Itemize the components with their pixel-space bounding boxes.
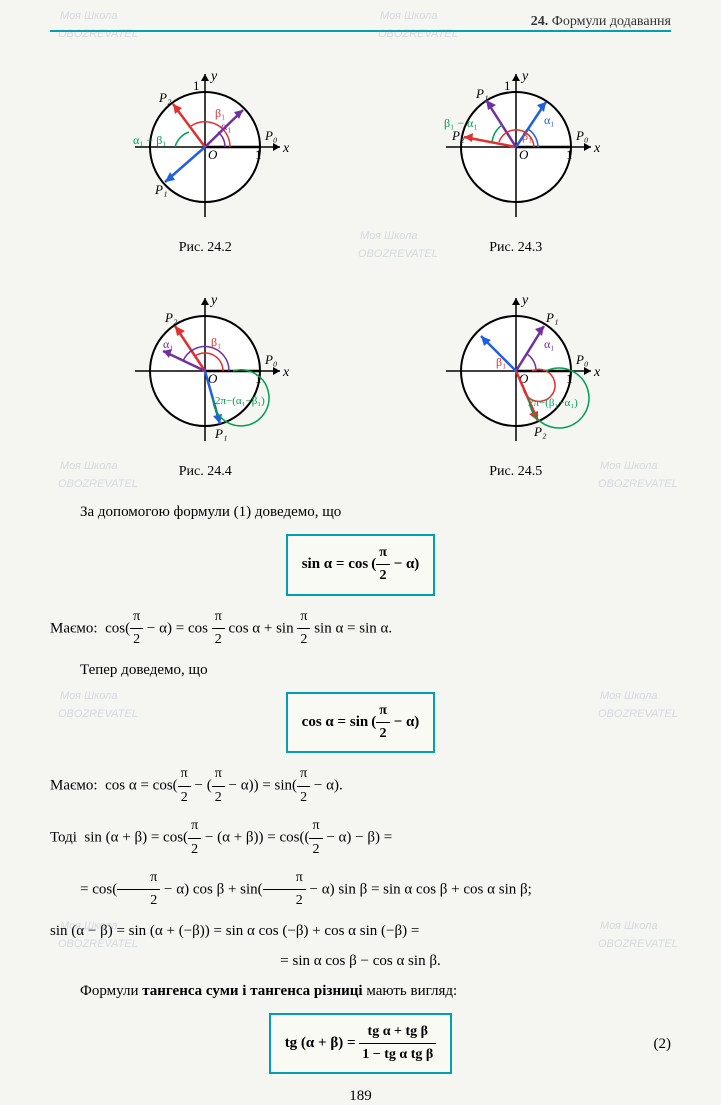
svg-text:x: x — [282, 365, 290, 380]
svg-text:α₁: α₁ — [163, 337, 173, 351]
svg-text:β₁: β₁ — [215, 106, 225, 120]
svg-text:y: y — [209, 69, 218, 84]
svg-text:P₂: P₂ — [158, 90, 172, 105]
derivation-4: = cos(π2 − α) cos β + sin(π2 − α) sin β … — [50, 867, 671, 913]
watermark: Моя Школа — [60, 10, 118, 22]
svg-text:y: y — [520, 293, 529, 308]
svg-text:P₀: P₀ — [264, 128, 277, 143]
derivation-1: Маємо: cos(π2 − α) = cos π2 cos α + sin … — [50, 606, 671, 652]
svg-text:P₂: P₂ — [164, 310, 178, 325]
section-header: 24. Формули додавання — [50, 30, 671, 32]
svg-text:x: x — [282, 141, 290, 156]
figure-caption: Рис. 24.4 — [115, 464, 295, 480]
svg-text:P₀: P₀ — [264, 352, 277, 367]
figure-caption: Рис. 24.2 — [115, 240, 295, 256]
section-title: 24. Формули додавання — [521, 14, 671, 30]
svg-text:y: y — [209, 293, 218, 308]
svg-text:P₁: P₁ — [545, 310, 558, 325]
text-line-3: Тепер доведемо, що — [50, 658, 671, 682]
svg-text:1: 1 — [255, 147, 262, 162]
derivation-2: Маємо: cos α = cos(π2 − (π2 − α)) = sin(… — [50, 763, 671, 809]
figure-caption: Рис. 24.3 — [426, 240, 606, 256]
svg-text:O: O — [208, 147, 218, 162]
derivation-5: sin (α − β) = sin (α + (−β)) = sin α cos… — [50, 919, 671, 943]
text-line-1: За допомогою формули (1) доведемо, що — [50, 500, 671, 524]
section-number: 24. — [531, 14, 549, 29]
tangent-intro: Формули тангенса суми і тангенса різниці… — [50, 979, 671, 1003]
svg-text:β₁: β₁ — [522, 129, 532, 143]
svg-text:P₂: P₂ — [533, 424, 547, 439]
figure-caption: Рис. 24.5 — [426, 464, 606, 480]
formula-tangent: tg (α + β) = tg α + tg β1 − tg α tg β (2… — [50, 1013, 671, 1075]
svg-text:O: O — [519, 147, 529, 162]
svg-text:α₁ − β₁: α₁ − β₁ — [133, 133, 167, 147]
svg-text:1: 1 — [193, 78, 200, 93]
svg-text:P₁: P₁ — [154, 182, 167, 197]
svg-text:2π−(β₁−α₁): 2π−(β₁−α₁) — [528, 397, 578, 409]
svg-text:2π−(α₁−β₁): 2π−(α₁−β₁) — [215, 395, 265, 407]
figures-row-1: x y O 1 1 P₀ P₂ P₁ α₁ β₁ α₁ − β₁ Рис. 24 — [50, 62, 671, 256]
boxed-formula: sin α = cos (π2 − α) — [286, 534, 436, 596]
unit-circle-diagram: x y O 1 1 P₀ P₂ P₁ α₁ β₁ α₁ − β₁ — [115, 62, 295, 232]
figures-row-2: x y O 1 P₀ P₂ P₁ α₁ β₁ 2π−(α₁−β₁) Рис. 2… — [50, 286, 671, 480]
svg-text:y: y — [520, 69, 529, 84]
svg-text:P₁: P₁ — [214, 426, 227, 441]
svg-text:P₂: P₂ — [451, 128, 465, 143]
svg-text:P₀: P₀ — [575, 128, 588, 143]
boxed-formula: cos α = sin (π2 − α) — [286, 692, 436, 754]
equation-number: (2) — [654, 1032, 672, 1056]
svg-text:α₁: α₁ — [544, 113, 554, 127]
figure-24-3: x y O 1 1 P₀ P₁ P₂ α₁ β₁ β₁ − α₁ Рис. 24… — [426, 62, 606, 256]
watermark: Моя Школа — [380, 10, 438, 22]
svg-text:1: 1 — [566, 147, 573, 162]
figure-24-4: x y O 1 P₀ P₂ P₁ α₁ β₁ 2π−(α₁−β₁) Рис. 2… — [115, 286, 295, 480]
svg-text:1: 1 — [566, 371, 573, 386]
svg-text:β₁ − α₁: β₁ − α₁ — [444, 116, 478, 130]
derivation-3: Тоді sin (α + β) = cos(π2 − (α + β)) = c… — [50, 815, 671, 861]
svg-text:β₁: β₁ — [211, 335, 221, 349]
formula-2: cos α = sin (π2 − α) — [50, 692, 671, 754]
section-title-text: Формули додавання — [552, 14, 671, 29]
svg-text:α₁: α₁ — [544, 337, 554, 351]
body-text: За допомогою формули (1) доведемо, що si… — [50, 500, 671, 1074]
svg-text:α₁: α₁ — [221, 119, 231, 133]
svg-text:P₀: P₀ — [575, 352, 588, 367]
unit-circle-diagram: x y O 1 P₀ P₁ P₂ α₁ β₁ 2π−(β₁−α₁) — [426, 286, 606, 456]
svg-text:β₁: β₁ — [496, 355, 506, 369]
svg-text:1: 1 — [504, 78, 511, 93]
unit-circle-diagram: x y O 1 1 P₀ P₁ P₂ α₁ β₁ β₁ − α₁ — [426, 62, 606, 232]
page-number: 189 — [50, 1088, 671, 1105]
svg-text:x: x — [593, 365, 601, 380]
boxed-formula: tg (α + β) = tg α + tg β1 − tg α tg β — [269, 1013, 453, 1075]
formula-1: sin α = cos (π2 − α) — [50, 534, 671, 596]
figure-24-2: x y O 1 1 P₀ P₂ P₁ α₁ β₁ α₁ − β₁ Рис. 24 — [115, 62, 295, 256]
svg-text:x: x — [593, 141, 601, 156]
unit-circle-diagram: x y O 1 P₀ P₂ P₁ α₁ β₁ 2π−(α₁−β₁) — [115, 286, 295, 456]
figure-24-5: x y O 1 P₀ P₁ P₂ α₁ β₁ 2π−(β₁−α₁) Рис. 2… — [426, 286, 606, 480]
derivation-6: = sin α cos β − cos α sin β. — [50, 949, 671, 973]
svg-text:P₁: P₁ — [475, 86, 488, 101]
